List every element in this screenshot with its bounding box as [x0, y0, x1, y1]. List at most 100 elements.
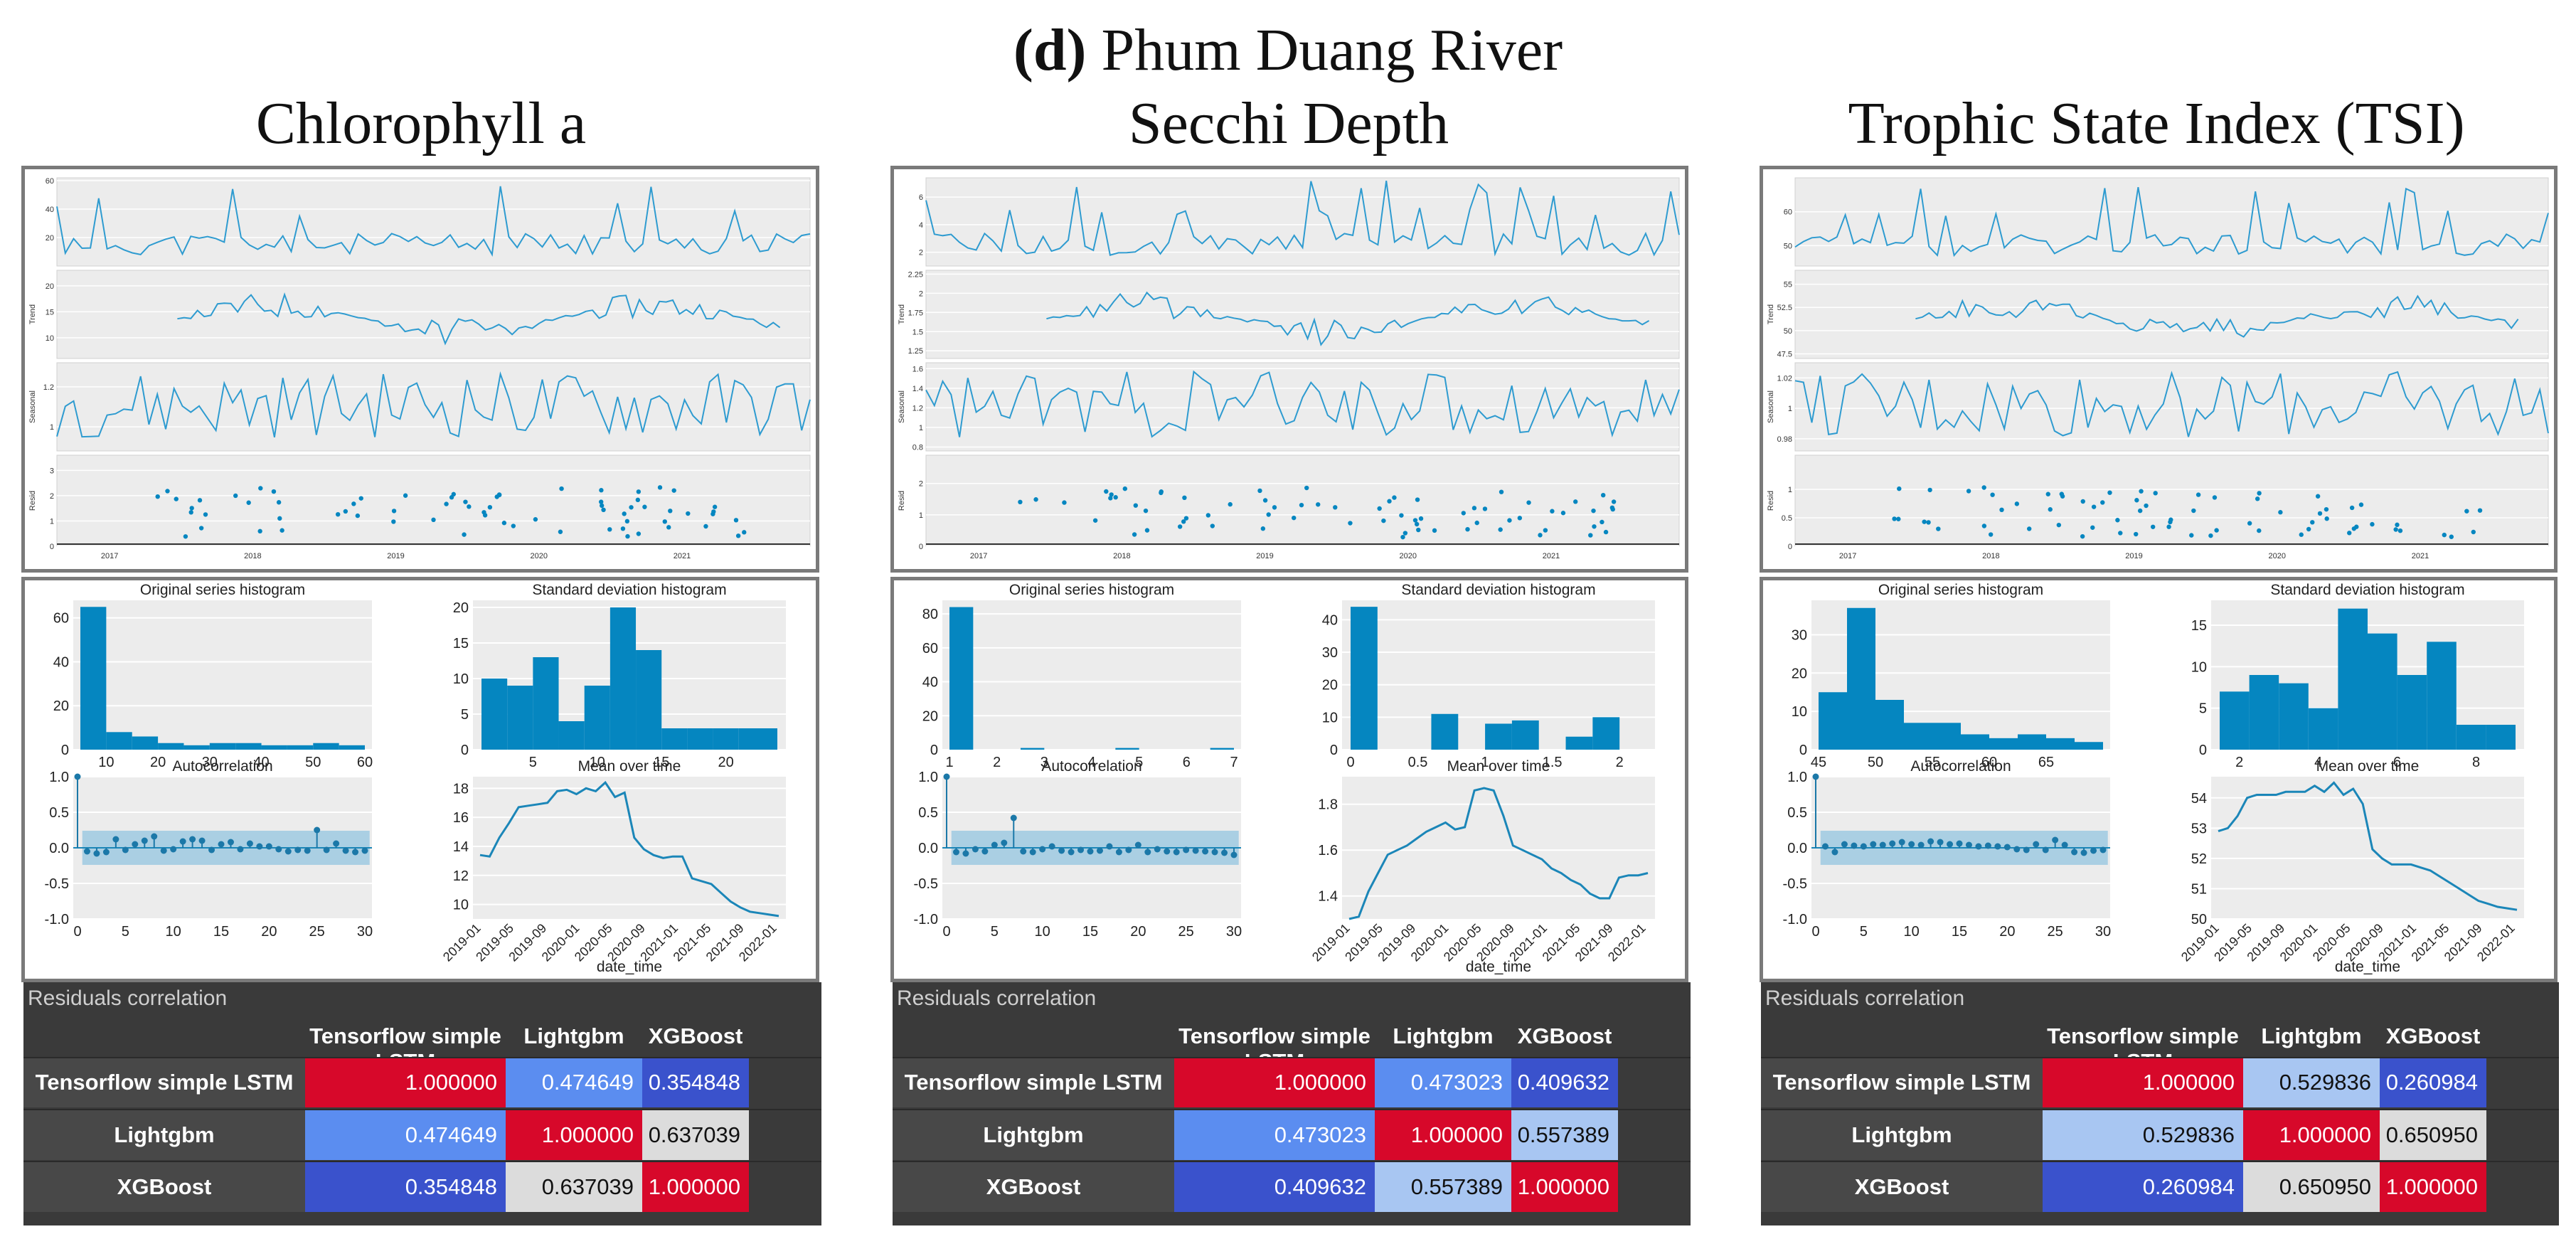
y-tick-label: 1.2: [912, 404, 923, 413]
histogram-bar: [261, 745, 287, 750]
residual-point: [1183, 516, 1189, 521]
correlation-cell: 0.473023: [1375, 1058, 1511, 1107]
y-tick-label: 18: [453, 781, 469, 797]
residual-point: [1272, 505, 1277, 510]
acf-point: [1106, 843, 1113, 850]
x-tick-label: 2021: [674, 552, 691, 560]
histogram-bar: [235, 743, 262, 750]
residual-point: [2358, 502, 2364, 507]
decomposition-series-line: [925, 180, 1680, 257]
residual-point: [2189, 533, 2194, 538]
residual-point: [599, 488, 604, 493]
correlation-cell: 0.637039: [642, 1110, 749, 1160]
residual-point: [2393, 527, 2398, 532]
histogram-bar: [1592, 717, 1620, 750]
acf-point: [952, 849, 959, 856]
acf-point: [93, 850, 100, 857]
residual-point: [620, 526, 626, 531]
table-row-separator: [893, 1161, 1691, 1162]
x-tick-label: 20: [1999, 924, 2015, 940]
y-axis-label: Seasonal: [898, 390, 906, 423]
residual-point: [2090, 525, 2095, 530]
x-tick-label: 55: [1925, 755, 1940, 770]
decomposition-subplot-bg: [1794, 270, 2549, 359]
correlation-cell: 1.000000: [2243, 1110, 2380, 1160]
y-tick-label: 0: [919, 543, 923, 551]
acf-point: [1898, 839, 1905, 846]
y-tick-label: 2: [919, 480, 923, 489]
histogram-bar: [158, 743, 184, 750]
residual-point: [601, 507, 606, 513]
residual-point: [558, 529, 563, 534]
histogram-bar: [2220, 691, 2250, 750]
y-axis-label: Resid: [28, 491, 37, 511]
acf-point: [972, 846, 979, 853]
residual-point: [2395, 522, 2400, 528]
histogram-bar: [106, 732, 132, 750]
histogram-bar: [533, 657, 559, 750]
diagnostics-panel-chlorophyll: Original series histogram 0 20 40 60 10 20 30 40…: [21, 577, 819, 982]
y-tick-label: 12: [453, 868, 469, 884]
residual-point: [1108, 496, 1113, 501]
residual-point: [1507, 518, 1512, 523]
residual-point: [1266, 512, 1271, 517]
acf-point: [160, 847, 167, 854]
histogram-bar: [2338, 608, 2368, 750]
histogram-bar: [1351, 607, 1378, 750]
y-tick-label: 5: [2199, 701, 2207, 717]
residual-point: [1591, 508, 1596, 514]
acf-point: [74, 773, 81, 780]
residual-point: [2214, 528, 2219, 533]
diagnostics-panel-secchi: Original series histogram 0 20 40 60 80 1 2 3 4 5 6…: [890, 577, 1688, 982]
decomposition-series-line: [56, 371, 811, 438]
x-tick-label: 2018: [1982, 552, 1999, 560]
y-axis-label: Seasonal: [28, 390, 37, 423]
table-row-separator: [23, 1161, 821, 1162]
residual-point: [2080, 533, 2085, 539]
mean-over-time-title: Mean over time: [2316, 758, 2420, 775]
diagnostics-panel-tsi: Original series histogram 0 10 20 30 45 50 55 60…: [1760, 577, 2558, 982]
correlation-cell: 0.409632: [1174, 1162, 1375, 1212]
y-tick-label: -0.5: [1783, 876, 1807, 892]
histogram-bar: [313, 743, 339, 750]
histogram-bar: [636, 650, 662, 750]
acf-point: [2071, 849, 2078, 856]
x-tick-label: 10: [1035, 924, 1050, 940]
acf-point: [112, 836, 119, 843]
histogram-bar: [1115, 748, 1139, 750]
acf-point: [1956, 840, 1963, 847]
x-tick-label: 2020: [531, 552, 548, 560]
hist-std-title: Standard deviation histogram: [1401, 582, 1595, 598]
histogram-bar: [1210, 748, 1234, 750]
x-tick-label: 10: [98, 755, 114, 770]
y-tick-label: 52: [2191, 851, 2207, 867]
column-title-chlorophyll: Chlorophyll a: [255, 90, 587, 156]
correlation-cell: 0.354848: [642, 1058, 749, 1107]
x-tick-label: 15: [1952, 924, 1967, 940]
residual-point: [2153, 491, 2158, 496]
residual-point: [467, 504, 472, 509]
x-tick-label: 20: [261, 924, 277, 940]
x-tick-label: 2018: [244, 552, 261, 560]
x-tick-label: 2019: [387, 552, 404, 560]
x-tick-label: 40: [253, 755, 269, 770]
residuals-correlation-table-secchi: Residuals correlation Tensorflow simple L…: [893, 982, 1691, 1225]
x-tick-label: 2019: [2125, 552, 2142, 560]
x-tick-label: 4: [1087, 755, 1095, 770]
residual-point: [712, 504, 718, 509]
residual-point: [1538, 533, 1543, 538]
histogram-bar: [949, 607, 974, 750]
row-header: Lightgbm: [893, 1110, 1174, 1160]
residual-point: [1144, 528, 1150, 533]
residual-point: [703, 523, 708, 529]
acf-point: [1221, 849, 1228, 856]
residual-point: [1348, 521, 1353, 526]
y-tick-label: 54: [2191, 791, 2207, 807]
residual-point: [203, 512, 208, 517]
correlation-cell: 1.000000: [1174, 1058, 1375, 1107]
x-tick-label: 20: [718, 755, 734, 770]
residual-point: [1262, 498, 1268, 503]
residual-point: [1465, 526, 1470, 532]
plot-area: [2211, 777, 2524, 919]
x-tick-label: 1.5: [1543, 755, 1563, 770]
